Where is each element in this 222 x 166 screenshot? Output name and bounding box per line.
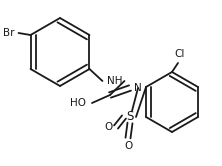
Text: Br: Br bbox=[3, 28, 14, 38]
Text: O: O bbox=[124, 141, 132, 151]
Text: Cl: Cl bbox=[175, 49, 185, 59]
Text: N: N bbox=[134, 83, 142, 93]
Text: S: S bbox=[126, 111, 134, 124]
Text: HO: HO bbox=[70, 98, 86, 108]
Text: NH: NH bbox=[107, 76, 122, 86]
Text: O: O bbox=[104, 122, 112, 132]
